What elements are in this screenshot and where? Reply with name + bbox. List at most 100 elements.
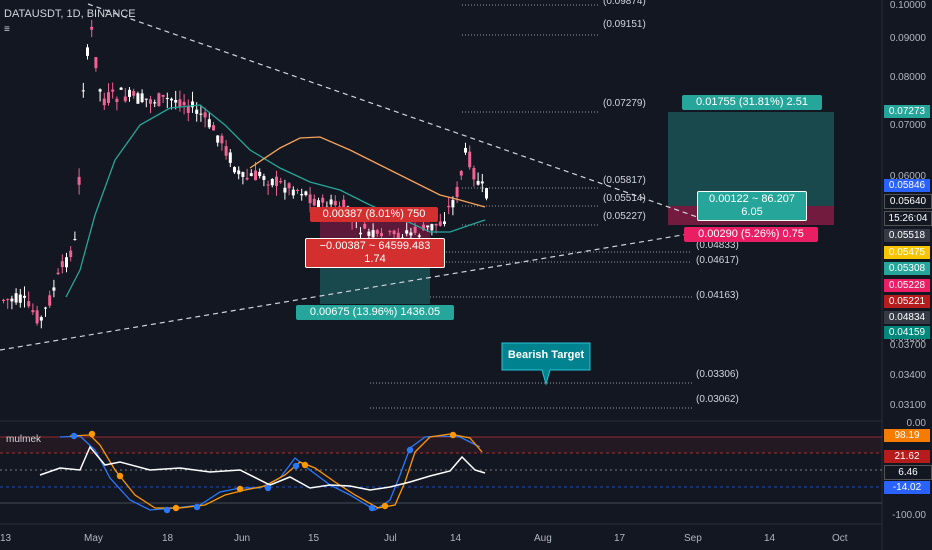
- short-stop-label: 0.00387 (8.01%) 750: [310, 207, 438, 222]
- candle-body: [107, 92, 110, 103]
- oscillator-blue-line: [59, 435, 481, 511]
- candle-body: [438, 221, 442, 226]
- candle-body: [422, 224, 425, 231]
- oscillator-tag: 6.46: [884, 465, 932, 480]
- cross-dot: [406, 446, 414, 454]
- lower-trendline[interactable]: [0, 231, 701, 351]
- candle-body: [363, 223, 367, 229]
- candle-body: [144, 98, 148, 100]
- price-tag: 0.07273: [884, 105, 930, 118]
- candle-body: [81, 90, 85, 92]
- fib-level-label: (0.04617): [696, 255, 739, 266]
- price-tag: 0.05640: [884, 194, 932, 209]
- candle-body: [199, 113, 203, 115]
- candle-body: [178, 99, 182, 108]
- long-profit-zone[interactable]: [668, 112, 834, 206]
- price-tag: 0.05308: [884, 262, 930, 275]
- oscillator-tag: 21.62: [884, 450, 930, 463]
- candle-body: [338, 206, 341, 208]
- candle-body: [249, 173, 253, 177]
- candle-body: [342, 199, 346, 208]
- fib-level-label: (0.09151): [603, 19, 646, 30]
- oscillator-name[interactable]: mulmek: [6, 434, 42, 445]
- price-axis-label: 0.03400: [889, 370, 926, 381]
- candle-body: [132, 91, 136, 96]
- price-tag: 0.05228: [884, 279, 930, 292]
- candle-body: [451, 200, 455, 208]
- candle-body: [233, 167, 236, 173]
- candle-body: [388, 231, 392, 233]
- candle-body: [434, 223, 438, 226]
- candle-body: [73, 238, 77, 240]
- cross-dot: [116, 472, 124, 480]
- fib-level-label: (0.09874): [603, 0, 646, 7]
- candle-body: [317, 200, 320, 209]
- long-entry-line-1: 0.00122 ~ 86.207: [709, 193, 795, 205]
- candle-body: [447, 205, 451, 208]
- candle-body: [275, 176, 278, 187]
- time-axis-label: Jun: [234, 533, 251, 544]
- candle-body: [291, 189, 295, 196]
- candle-body: [56, 272, 60, 275]
- price-axis-label: 0.10000: [889, 0, 926, 11]
- oscillator-white-line: [39, 445, 486, 491]
- fib-levels[interactable]: [370, 4, 692, 409]
- price-tag: 0.05518: [884, 229, 930, 242]
- fib-level-label: (0.04163): [696, 290, 739, 301]
- candle-body: [283, 187, 287, 193]
- candle-body: [161, 94, 165, 97]
- upper-trendline[interactable]: [87, 3, 701, 219]
- candle-body: [464, 147, 467, 153]
- candle-body: [426, 225, 430, 228]
- oscillator-tag: 98.19: [884, 429, 930, 442]
- cross-dot: [88, 430, 96, 438]
- candle-body: [123, 96, 127, 102]
- candle-body: [321, 197, 325, 203]
- candle-body: [409, 232, 413, 236]
- fib-level-label: (0.03306): [696, 369, 739, 380]
- cross-dot: [70, 432, 78, 440]
- oscillator-orange-line: [69, 433, 483, 509]
- candle-body: [182, 101, 186, 106]
- bearish-target-label: Bearish Target: [507, 349, 585, 361]
- time-axis-label: Oct: [832, 533, 848, 544]
- cross-dot: [264, 484, 272, 492]
- cross-dot: [193, 503, 201, 511]
- candle-body: [10, 298, 14, 302]
- price-axis-label: 0.06000: [889, 171, 926, 182]
- candle-body: [52, 287, 56, 291]
- symbol-title[interactable]: DATAUSDT, 1D, BINANCE: [4, 8, 136, 20]
- cross-dot: [163, 506, 171, 514]
- menu-icon[interactable]: ≡: [4, 24, 10, 35]
- candle-body: [430, 223, 434, 231]
- candle-body: [90, 26, 94, 30]
- long-entry-line-2: 6.05: [741, 206, 763, 218]
- candle-body: [329, 199, 333, 205]
- candle-body: [207, 119, 211, 128]
- candle-body: [392, 230, 396, 235]
- time-axis-label: 14: [450, 533, 462, 544]
- candle-body: [212, 125, 215, 131]
- oscillator-pane[interactable]: [0, 430, 882, 514]
- long-target-label: 0.01755 (31.81%) 2.51: [682, 95, 822, 110]
- time-axis-label: 18: [162, 533, 174, 544]
- cross-dot: [449, 431, 457, 439]
- fib-level-label: (0.03062): [696, 394, 739, 405]
- price-tag: 0.04834: [884, 311, 930, 324]
- candle-body: [23, 295, 26, 298]
- candle-body: [174, 99, 178, 103]
- candle-body: [266, 184, 270, 186]
- candle-body: [119, 87, 123, 90]
- candle-body: [153, 102, 157, 104]
- candle-body: [195, 109, 199, 114]
- fib-level-label: (0.05227): [603, 211, 646, 222]
- candle-body: [69, 250, 73, 258]
- candle-body: [359, 232, 362, 235]
- fib-level-label: (0.05514): [603, 193, 646, 204]
- bearish-target-callout[interactable]: [501, 342, 591, 386]
- price-tag: 0.04159: [884, 326, 930, 339]
- candle-body: [228, 152, 232, 163]
- candle-body: [396, 232, 400, 241]
